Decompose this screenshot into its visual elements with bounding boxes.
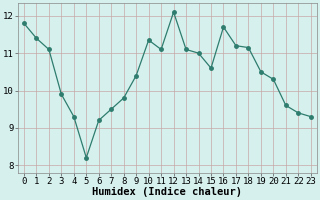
X-axis label: Humidex (Indice chaleur): Humidex (Indice chaleur) bbox=[92, 187, 242, 197]
